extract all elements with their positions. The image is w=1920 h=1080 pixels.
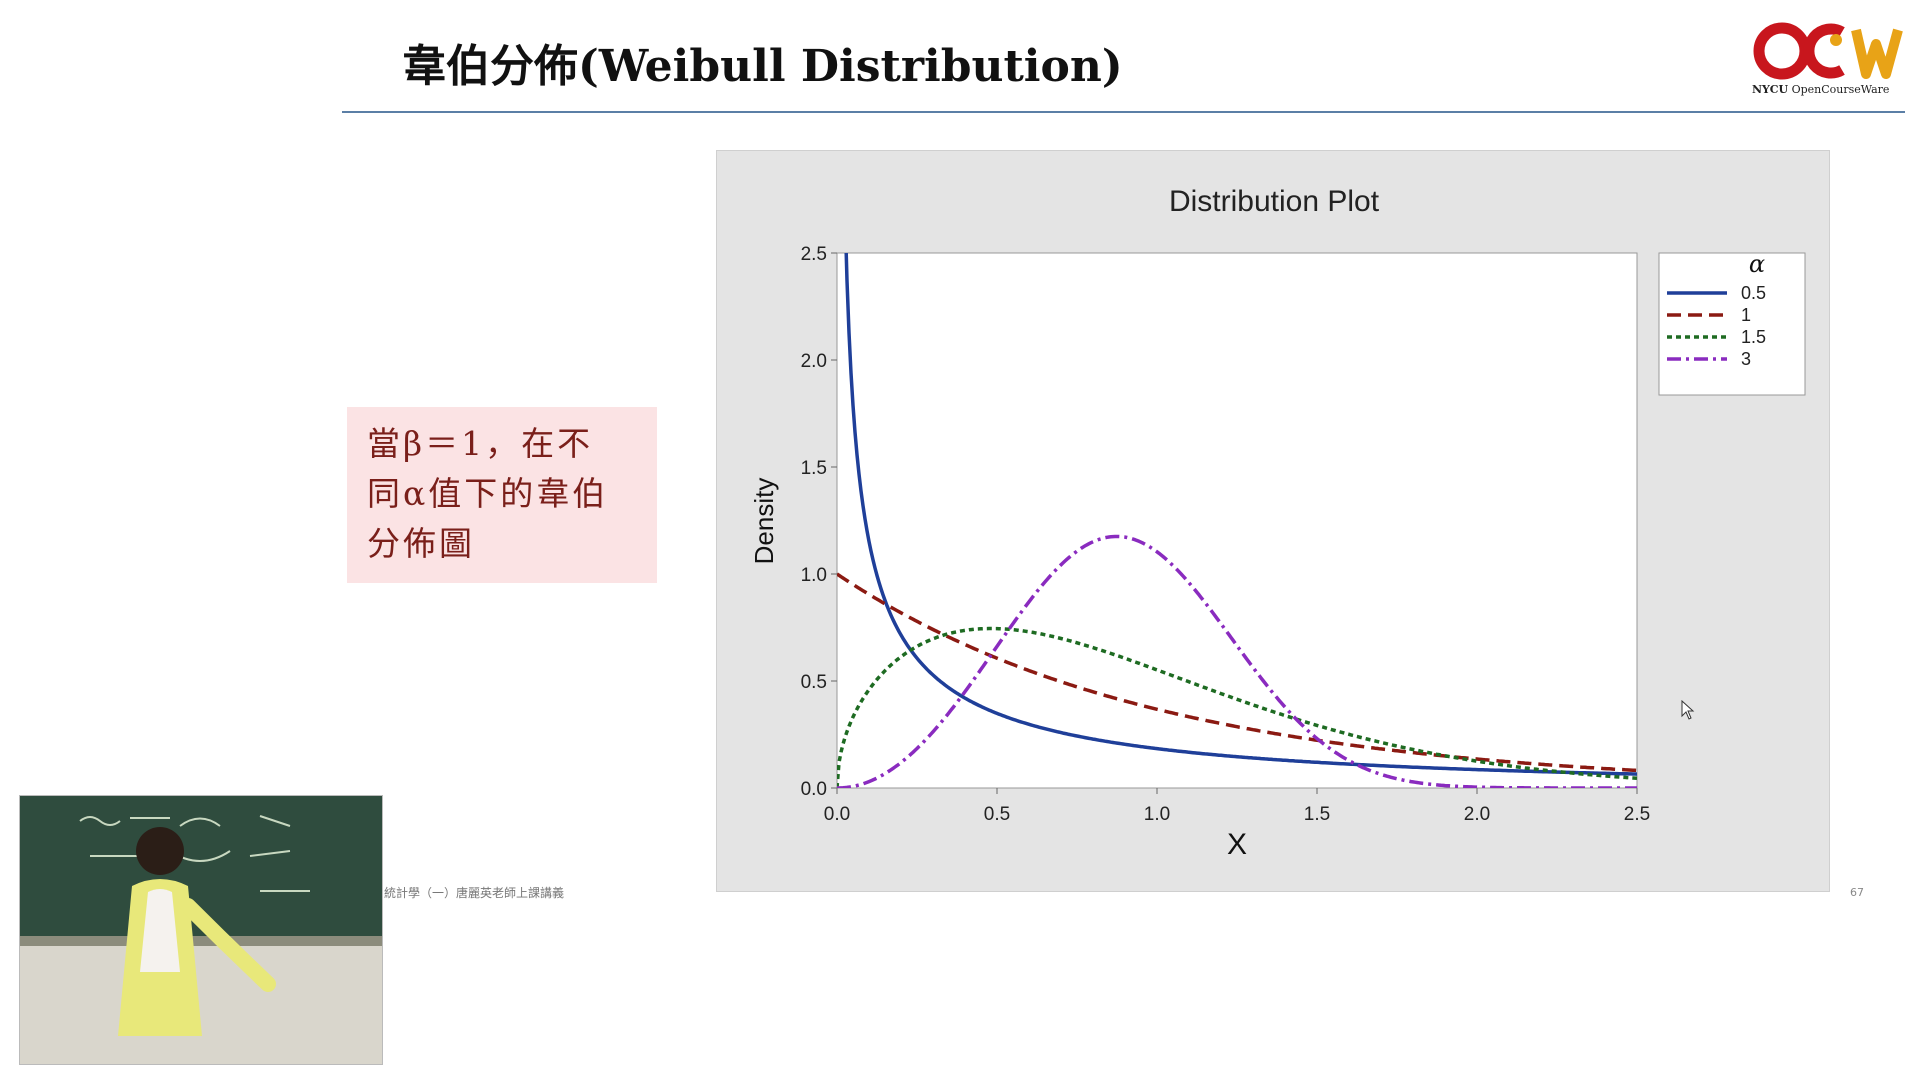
y-tick-label: 1.0 <box>801 565 827 586</box>
lecturer-head <box>136 827 184 875</box>
legend: α 0.511.53 <box>1658 250 1806 396</box>
lecturer-video <box>19 795 383 1065</box>
y-tick-label: 1.5 <box>801 458 827 479</box>
note-box: 當β＝1，在不 同α值下的韋伯 分佈圖 <box>347 407 657 583</box>
distribution-plot: Distribution Plot 0.0 0.5 1.0 1.5 2.0 2.5 0.0… <box>749 185 1806 861</box>
y-axis-label: Density <box>749 478 779 565</box>
plot-area <box>836 252 1638 789</box>
slide-title: 韋伯分佈(Weibull Distribution) <box>402 41 1123 92</box>
x-tick-label: 2.5 <box>1624 804 1650 825</box>
x-tick-label: 0.0 <box>824 804 850 825</box>
logo-ring-o <box>1753 22 1811 80</box>
chalk-writing <box>79 815 310 892</box>
lecturer-arm <box>180 898 276 992</box>
legend-label: 3 <box>1741 349 1751 369</box>
logo-ring-c <box>1803 23 1845 79</box>
slide-footer: 統計學（一）唐麗英老師上課講義 <box>384 886 565 900</box>
x-axis-label: X <box>1227 828 1247 861</box>
series-line-alpha-3 <box>837 534 1637 788</box>
logo-letter-w <box>1851 28 1903 79</box>
classroom-wall <box>20 946 382 1064</box>
series-line-alpha-0-5 <box>844 253 1637 776</box>
mouse-cursor-icon <box>1681 700 1695 720</box>
y-tick-label: 0.0 <box>801 779 827 800</box>
legend-entries: 0.511.53 <box>1667 283 1766 369</box>
legend-title: α <box>1749 250 1765 278</box>
ocw-logo <box>1753 22 1903 80</box>
y-axis-ticks: 0.0 0.5 1.0 1.5 2.0 2.5 <box>801 244 837 800</box>
lecturer-video-frame <box>20 796 382 1064</box>
y-tick-label: 2.0 <box>801 351 827 372</box>
x-tick-label: 2.0 <box>1464 804 1490 825</box>
logo-dot <box>1830 34 1842 46</box>
logo-caption: NYCU OpenCourseWare <box>1752 83 1912 96</box>
x-tick-label: 1.0 <box>1144 804 1170 825</box>
note-line-2: 同α值下的韋伯 <box>367 474 609 513</box>
page-number: 67 <box>1850 886 1864 899</box>
x-tick-label: 0.5 <box>984 804 1010 825</box>
note-line-1: 當β＝1，在不 <box>367 424 594 463</box>
lecturer-top <box>140 889 180 972</box>
chart-title: Distribution Plot <box>1169 185 1380 218</box>
y-tick-label: 0.5 <box>801 672 827 693</box>
x-tick-label: 1.5 <box>1304 804 1330 825</box>
title-divider <box>342 111 1905 113</box>
chalk-tray <box>20 936 382 946</box>
note-line-3: 分佈圖 <box>367 524 475 563</box>
logo-brand-short: NYCU <box>1752 83 1789 96</box>
chart-panel: Distribution Plot 0.0 0.5 1.0 1.5 2.0 2.5 0.0… <box>716 150 1830 892</box>
legend-label: 1 <box>1741 305 1751 325</box>
logo-brand-long: OpenCourseWare <box>1791 83 1890 96</box>
series-line-alpha-1-5 <box>837 626 1637 788</box>
legend-label: 0.5 <box>1741 283 1766 303</box>
series-lines <box>837 253 1637 788</box>
legend-box <box>1658 252 1806 396</box>
x-axis-ticks: 0.0 0.5 1.0 1.5 2.0 2.5 <box>824 788 1650 825</box>
series-line-alpha-1 <box>837 572 1637 773</box>
legend-label: 1.5 <box>1741 327 1766 347</box>
y-tick-label: 2.5 <box>801 244 827 265</box>
